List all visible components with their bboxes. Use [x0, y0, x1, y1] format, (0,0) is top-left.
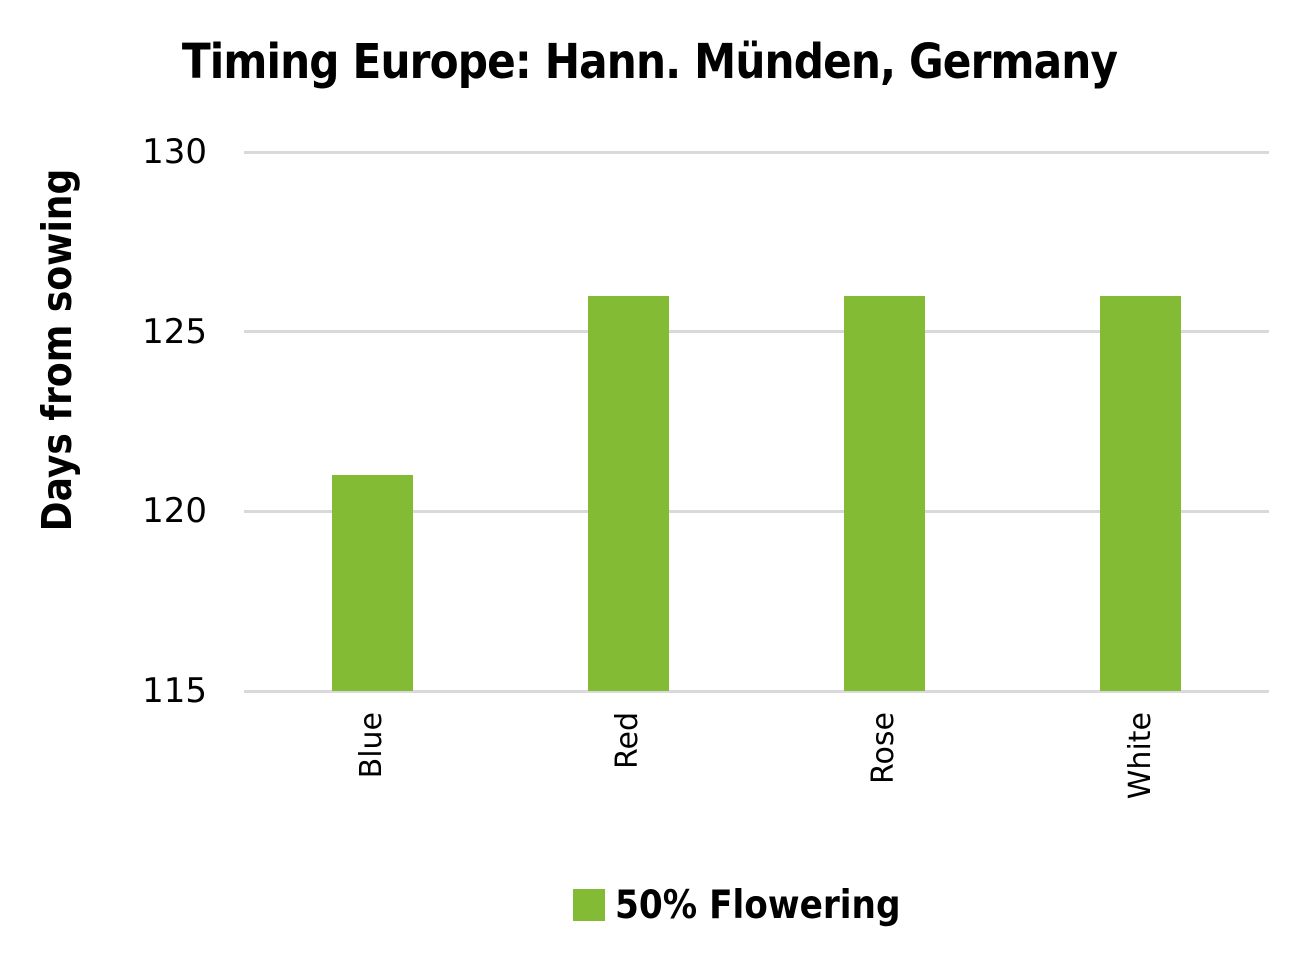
x-category-label: White: [1122, 712, 1158, 800]
y-tick-label: 115: [142, 671, 207, 711]
bars-row: [244, 152, 1269, 691]
gridline: [244, 509, 1269, 513]
gridline: [244, 330, 1269, 334]
y-tick-label: 130: [142, 132, 207, 172]
legend-swatch-icon: [573, 889, 606, 921]
bar-slot: [1013, 152, 1269, 691]
x-labels-row: Blue Red Rose White: [244, 712, 1269, 837]
legend: 50% Flowering: [244, 875, 1269, 935]
bar-slot: [500, 152, 756, 691]
bar-slot: [244, 152, 500, 691]
legend-label: 50% Flowering: [615, 882, 901, 928]
x-label-slot: White: [1013, 712, 1269, 837]
x-category-label: Red: [610, 712, 646, 769]
bar-slot: [757, 152, 1013, 691]
bar-red: [587, 295, 669, 691]
bar-blue: [331, 475, 413, 691]
plot-area: [244, 150, 1269, 693]
x-category-label: Blue: [353, 712, 389, 779]
bar-white: [1100, 295, 1182, 691]
gridline: [244, 689, 1269, 693]
x-label-slot: Rose: [757, 712, 1013, 837]
chart-title: Timing Europe: Hann. Münden, Germany: [181, 34, 1118, 90]
x-label-slot: Blue: [244, 712, 500, 837]
y-axis-ticks: 115 120 125 130: [0, 135, 207, 708]
bar-rose: [844, 295, 926, 691]
y-tick-label: 120: [142, 491, 207, 532]
gridline: [244, 150, 1269, 154]
x-label-slot: Red: [500, 712, 756, 837]
x-category-label: Rose: [866, 712, 902, 784]
y-tick-label: 125: [142, 311, 207, 352]
